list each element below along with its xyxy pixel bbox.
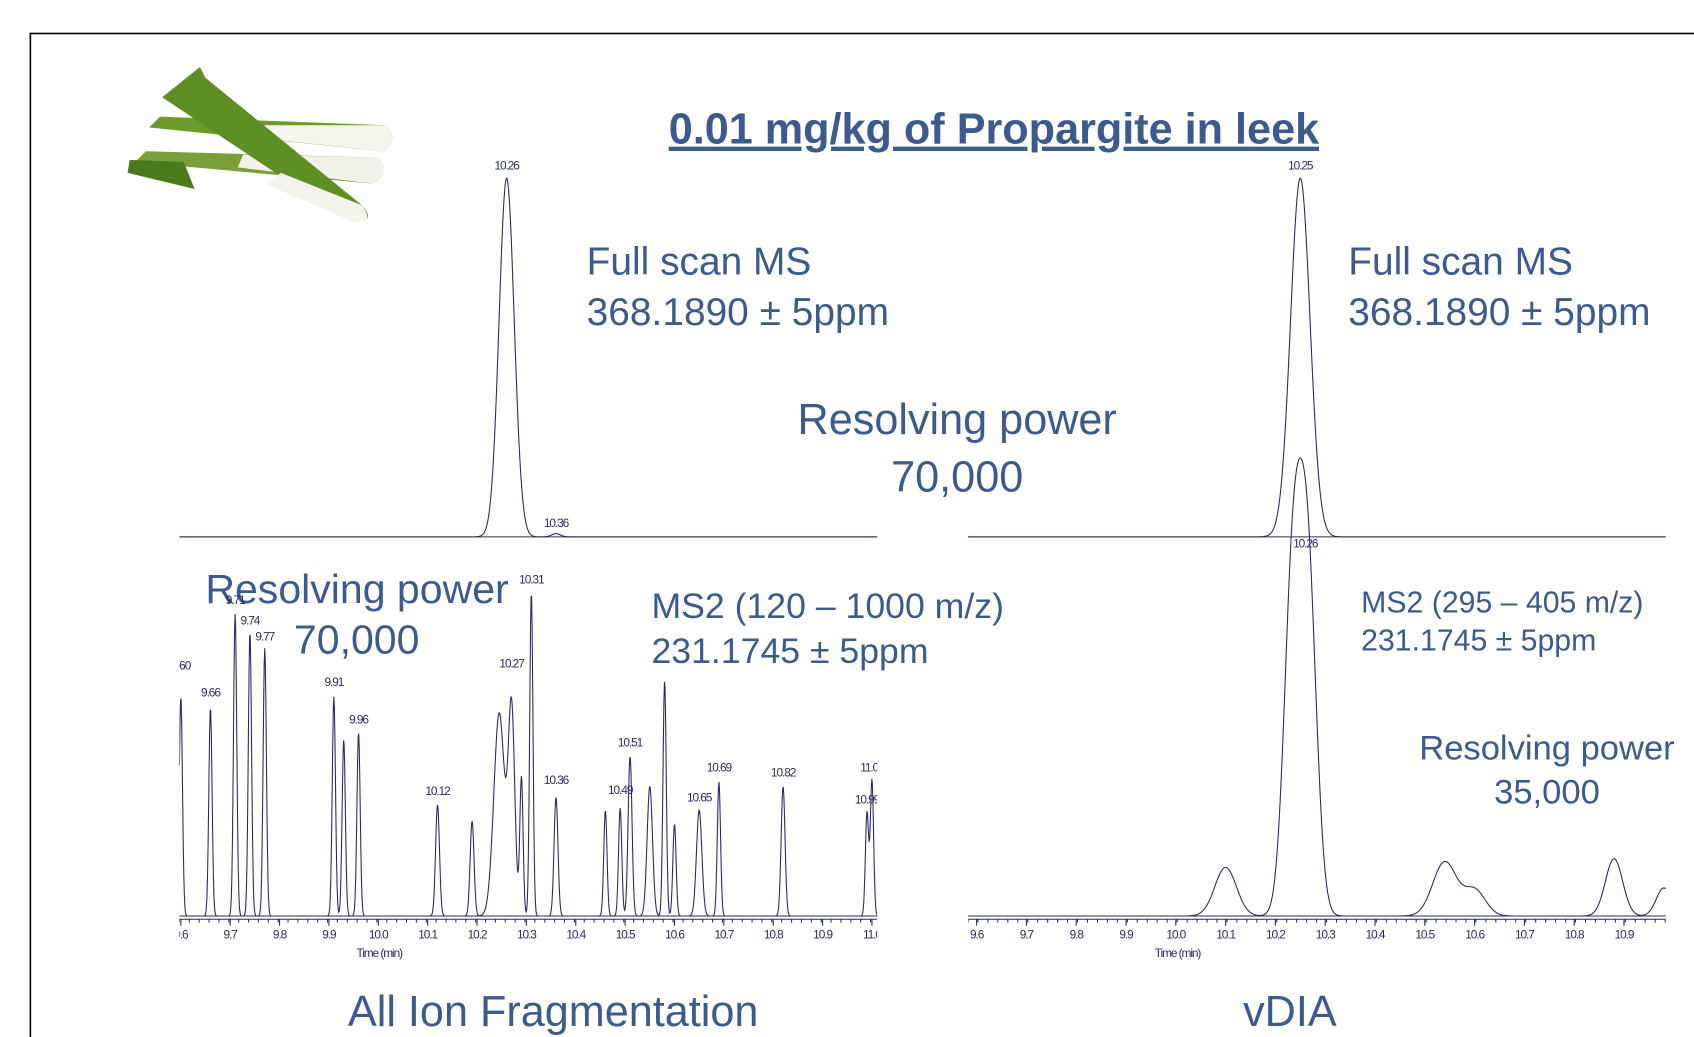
peak-label: 10.99 [855, 793, 881, 807]
x-tick-label: 10.4 [1366, 928, 1386, 942]
x-tick-label: 10.2 [1266, 928, 1285, 942]
x-tick-label: 10.5 [1415, 928, 1435, 942]
x-tick-label: 10.6 [665, 928, 685, 942]
x-tick-label: 10.0 [1166, 928, 1186, 942]
label: 231.1745 ± 5ppm [651, 631, 928, 671]
peak-label: 9.66 [201, 686, 221, 700]
peak-label: 10.69 [707, 760, 733, 774]
label: 231.1745 ± 5ppm [1361, 624, 1596, 657]
x-tick-label: 10.7 [714, 928, 733, 942]
x-tick-label: 9.7 [1020, 928, 1034, 942]
label: 35,000 [1494, 774, 1600, 812]
label: 368.1890 ± 5ppm [1348, 291, 1650, 334]
peak-label: 9.96 [349, 713, 369, 727]
x-tick-label: 9.8 [1070, 928, 1085, 942]
peak-label: 10.26 [494, 159, 520, 173]
label: Full scan MS [587, 240, 812, 283]
axis-label: Time (min) [357, 946, 404, 960]
x-tick-label: 9.8 [273, 928, 288, 942]
peak-label: 10.26 [1293, 537, 1319, 551]
x-tick-label: 10.8 [1565, 928, 1585, 942]
peak-label: 10.27 [499, 657, 524, 671]
label: Resolving power [798, 396, 1117, 444]
label: 70,000 [891, 453, 1023, 501]
peak-label: 9.71 [226, 593, 246, 607]
x-tick-label: 10.1 [418, 928, 438, 942]
caption: All Ion Fragmentation [348, 988, 759, 1036]
x-tick-label: 9.9 [322, 928, 337, 942]
axis-label: Time (min) [1155, 946, 1202, 960]
x-tick-label: 9.7 [224, 928, 238, 942]
x-tick-label: 10.2 [468, 928, 487, 942]
peak-label: 9.77 [255, 630, 274, 644]
label: MS2 (295 – 405 m/z) [1361, 586, 1643, 619]
x-tick-label: 10.5 [616, 928, 636, 942]
x-tick-label: 10.8 [764, 928, 784, 942]
peak-label: 10.51 [618, 735, 644, 749]
peak-label: 10.36 [544, 773, 570, 787]
slide: 0.01 mg/kg of Propargite in leek Full sc… [0, 0, 1694, 1037]
x-tick-label: 10.3 [517, 928, 537, 942]
peak-label: 10.12 [425, 784, 450, 798]
peak-label: 10.36 [544, 516, 570, 530]
x-tick-label: 10.1 [1216, 928, 1236, 942]
peak-label: 9.74 [241, 613, 261, 627]
x-tick-label: 9.9 [1119, 928, 1134, 942]
caption: vDIA [1243, 988, 1337, 1036]
label: Full scan MS [1348, 240, 1573, 283]
peak-label: 10.25 [1288, 159, 1314, 173]
x-tick-label: 10.4 [566, 928, 586, 942]
title: 0.01 mg/kg of Propargite in leek [669, 106, 1320, 154]
x-tick-label: 10.3 [1316, 928, 1336, 942]
peak-label: 10.31 [519, 572, 545, 586]
x-tick-label: 10.6 [1465, 928, 1485, 942]
peak-label: 10.49 [608, 783, 634, 797]
label: 70,000 [294, 617, 420, 663]
label: Resolving power [1419, 729, 1674, 767]
label: Resolving power [205, 566, 508, 612]
label: MS2 (120 – 1000 m/z) [651, 586, 1003, 626]
label: 368.1890 ± 5ppm [587, 291, 889, 334]
x-tick-label: 10.9 [1615, 928, 1635, 942]
x-tick-label: 10.7 [1515, 928, 1534, 942]
x-tick-label: 10.9 [813, 928, 833, 942]
peak-label: 9.91 [324, 675, 344, 689]
peak-label: 10.82 [771, 766, 796, 780]
x-tick-label: 9.6 [970, 928, 985, 942]
x-tick-label: 10.0 [369, 928, 389, 942]
peak-label: 10.65 [687, 791, 713, 805]
